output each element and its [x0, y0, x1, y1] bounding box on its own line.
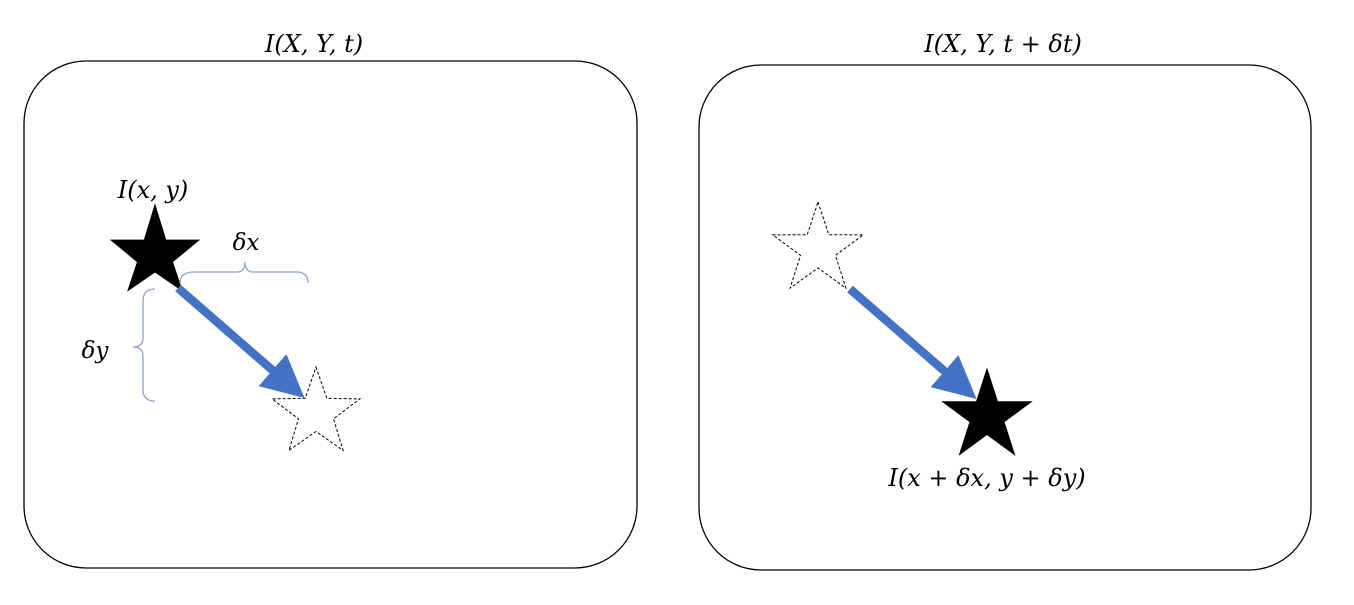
dy-brace [132, 288, 156, 402]
frame-t-border [23, 60, 638, 569]
dx-label: δx [233, 230, 260, 256]
dashed-star-previous [771, 200, 865, 290]
filled-star-start [109, 203, 201, 292]
frame-t-title: I(X, Y, t) [264, 30, 363, 58]
dashed-star-target [270, 365, 362, 452]
frame-t-plus-dt-title: I(X, Y, t + δt) [923, 30, 1082, 58]
frame-t-plus-dt-border [698, 64, 1312, 571]
filled-star-end [941, 367, 1033, 456]
end-pixel-label: I(x + δx, y + δy) [887, 464, 1085, 492]
frame-t-plus-dt-panel: I(X, Y, t + δt) I(x + δx, y + δy) [698, 30, 1312, 571]
motion-arrow-t-plus-dt [847, 285, 977, 400]
start-pixel-label: I(x, y) [117, 176, 189, 204]
motion-arrow-t [175, 284, 305, 399]
frame-t-panel: I(X, Y, t) I(x, y) δx δy [23, 30, 638, 569]
dy-label: δy [82, 338, 110, 364]
dx-brace [179, 261, 309, 284]
